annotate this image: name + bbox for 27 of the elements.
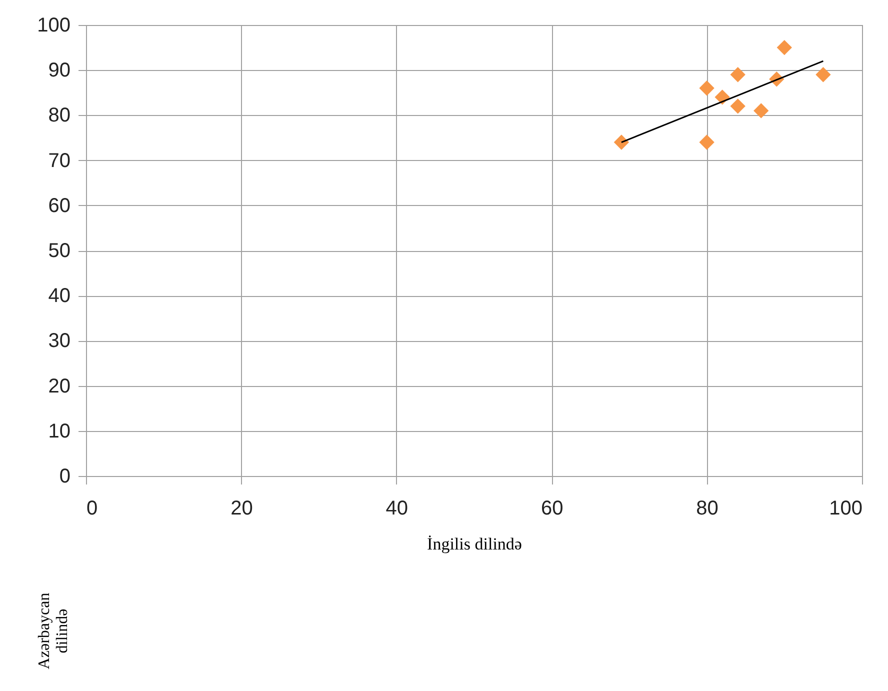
text: Azərbaycan dilində bbox=[36, 592, 71, 670]
x-tick-label: 40 bbox=[386, 498, 408, 520]
y-tick-label: 80 bbox=[48, 104, 70, 127]
x-tick-label: 20 bbox=[230, 498, 253, 520]
point bbox=[730, 67, 746, 82]
y-tick-label: 60 bbox=[48, 194, 70, 217]
y-tick-label: 0 bbox=[59, 466, 70, 488]
y-tick-label: 10 bbox=[48, 420, 70, 442]
x-tick-label: 80 bbox=[696, 498, 718, 520]
y-tick-label: 70 bbox=[48, 150, 70, 172]
x-tick-label: 0 bbox=[86, 498, 98, 520]
point bbox=[699, 80, 714, 96]
y-tick-label: 30 bbox=[48, 330, 70, 352]
y-tick-label: 20 bbox=[48, 375, 70, 398]
y-tick-label: 50 bbox=[48, 240, 70, 262]
point bbox=[754, 103, 769, 118]
x-tick-label: 60 bbox=[540, 498, 564, 520]
y-tick-label: 100 bbox=[37, 14, 70, 36]
point bbox=[776, 40, 792, 56]
point bbox=[699, 134, 714, 150]
point bbox=[730, 98, 746, 114]
point bbox=[614, 134, 630, 150]
y-tick-label: 40 bbox=[48, 285, 70, 308]
x-tick-label: 100 bbox=[829, 498, 862, 520]
x-axis-title: İngilis dilində bbox=[427, 534, 522, 554]
point bbox=[816, 67, 831, 82]
y-tick-label: 90 bbox=[48, 60, 70, 82]
